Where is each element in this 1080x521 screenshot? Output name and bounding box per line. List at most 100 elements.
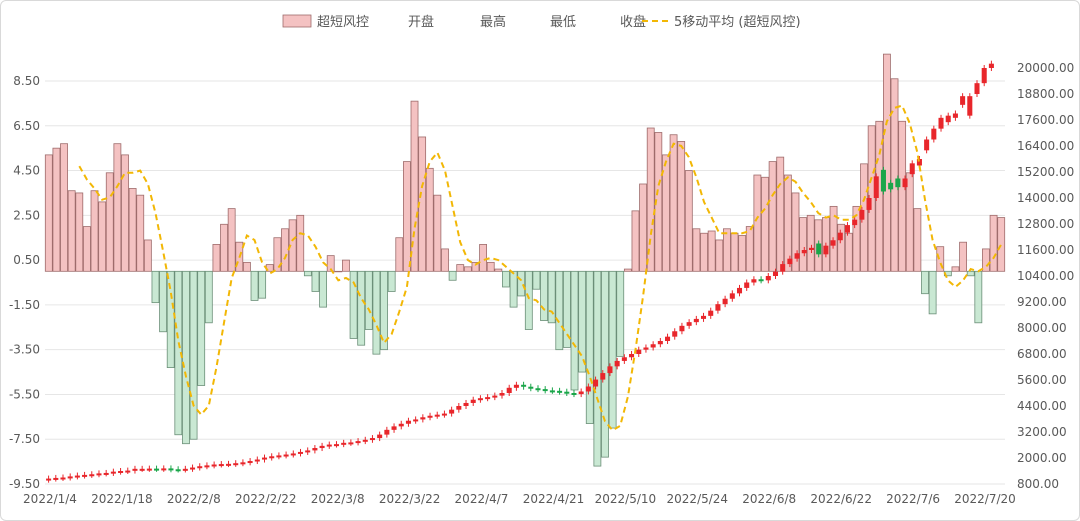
bar <box>494 268 503 272</box>
candle-body <box>744 282 750 288</box>
candle-body <box>722 298 728 305</box>
bar <box>387 270 396 292</box>
legend-swatch-bar <box>282 14 312 28</box>
bar <box>585 270 594 424</box>
bar <box>52 147 61 272</box>
candle-body <box>211 464 217 467</box>
candle-body <box>974 83 980 94</box>
candle-body <box>110 471 116 474</box>
candle-body <box>693 318 699 323</box>
bar <box>776 156 785 272</box>
candle-body <box>787 258 793 265</box>
candle-body <box>650 344 656 348</box>
bar <box>319 270 327 308</box>
candle-body <box>521 384 527 387</box>
bar <box>258 270 267 299</box>
moving-average-series <box>78 104 1003 432</box>
candle-body <box>751 279 757 283</box>
candle-body <box>204 465 210 468</box>
candle-body <box>708 310 714 316</box>
bar <box>883 53 891 272</box>
bar <box>250 270 259 301</box>
candle-body <box>823 245 829 255</box>
right-axis: 20000.00 18800.00 17600.00 16400.00 15200.00… <box>1017 61 1074 491</box>
x-tick-label: 2022/1/4 <box>23 492 77 506</box>
candle-body <box>125 470 131 473</box>
bar <box>928 270 937 315</box>
candle-body <box>859 209 865 220</box>
candle-body <box>233 463 239 466</box>
bar <box>677 141 686 272</box>
left-tick-label: 0.50 <box>13 253 40 267</box>
bar <box>715 239 724 272</box>
candle-body <box>988 63 994 68</box>
bar <box>326 255 335 272</box>
candle-body <box>355 441 361 444</box>
bar <box>448 270 457 281</box>
bar <box>113 143 122 272</box>
bar <box>303 270 312 277</box>
right-tick-label: 16400.00 <box>1017 139 1074 153</box>
candle-body <box>492 395 498 398</box>
bar <box>837 223 846 272</box>
bar <box>608 270 617 429</box>
bar <box>654 132 663 272</box>
bar <box>204 270 213 324</box>
candle-body <box>326 444 332 447</box>
bar <box>143 239 152 272</box>
right-tick-label: 11600.00 <box>1017 243 1074 257</box>
candle-body <box>844 225 850 233</box>
bar <box>67 190 76 272</box>
bar <box>524 270 533 330</box>
bar <box>662 154 670 272</box>
candle-body <box>902 178 908 188</box>
bar <box>707 230 716 272</box>
bar <box>768 161 777 272</box>
bar <box>364 270 373 330</box>
candle-body <box>283 454 289 457</box>
bar <box>639 183 648 272</box>
candle-body <box>542 389 548 392</box>
left-tick-label: -9.50 <box>9 477 40 491</box>
candle-body <box>261 457 268 460</box>
bar <box>966 270 975 277</box>
candle-body <box>384 429 390 435</box>
candle-body <box>67 476 73 479</box>
candle-body <box>866 198 872 210</box>
bar <box>959 241 968 272</box>
bar <box>44 154 53 272</box>
left-tick-label: 2.50 <box>13 208 40 222</box>
x-tick-label: 2022/3/8 <box>311 492 365 506</box>
bar <box>425 167 434 272</box>
bar <box>936 246 945 272</box>
candle-body <box>571 393 577 395</box>
bar <box>220 223 228 272</box>
candle-body <box>600 373 606 380</box>
candle-body <box>89 474 95 477</box>
candle-body <box>981 68 987 84</box>
left-tick-label: -1.50 <box>9 298 40 312</box>
candle-body <box>895 178 901 188</box>
bar <box>730 232 739 272</box>
candle-body <box>629 354 635 358</box>
candle-body <box>758 279 764 282</box>
x-tick-label: 2022/1/18 <box>91 492 153 506</box>
candle-body <box>427 415 433 418</box>
candle-body <box>132 468 138 471</box>
x-tick-label: 2022/6/8 <box>742 492 796 506</box>
bar <box>974 270 983 324</box>
candle-body <box>276 455 282 458</box>
right-tick-label: 12800.00 <box>1017 217 1074 231</box>
candle-body <box>369 438 375 441</box>
legend: 超短风控 开盘 最高 最低 收盘 5移动平均 (超短风控) <box>282 14 801 30</box>
bar <box>121 154 129 272</box>
candle-body <box>463 402 469 406</box>
candle-body <box>701 315 707 319</box>
right-tick-label: 14000.00 <box>1017 191 1074 205</box>
candle-body <box>729 293 735 299</box>
left-tick-label: -3.50 <box>9 343 40 357</box>
bar <box>166 270 175 368</box>
bar-series <box>44 53 1006 467</box>
bar <box>402 161 411 272</box>
bar <box>342 259 350 272</box>
